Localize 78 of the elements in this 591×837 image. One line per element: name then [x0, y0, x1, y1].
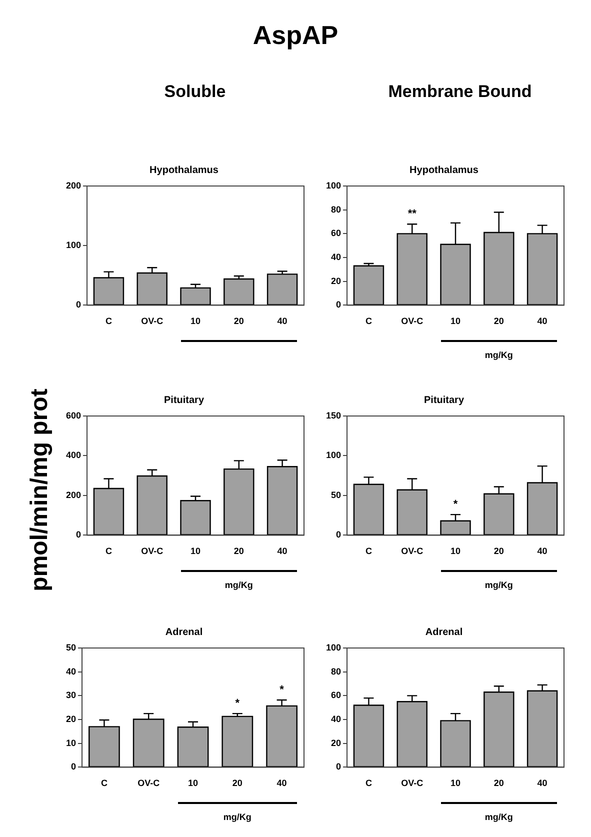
y-tick-label: 30 — [66, 690, 76, 700]
x-axis-title: mg/Kg — [484, 580, 514, 590]
x-axis-title: mg/Kg — [222, 812, 252, 822]
annotation: ** — [408, 208, 418, 220]
y-tick-label: 10 — [66, 738, 76, 748]
y-tick-label: 200 — [66, 490, 82, 500]
x-tick-label: OV-C — [401, 316, 424, 326]
y-tick-label: 40 — [331, 252, 342, 262]
y-tick-label: 20 — [66, 714, 76, 724]
annotation: * — [235, 698, 240, 710]
y-tick-label: 40 — [66, 666, 76, 676]
x-tick-label: OV-C — [401, 778, 424, 788]
y-tick-label: 20 — [331, 276, 342, 286]
y-tick-label: 0 — [70, 762, 76, 772]
text: Soluble — [163, 82, 227, 102]
x-tick-label: OV-C — [141, 546, 164, 556]
chart-title: Hypothalamus — [150, 164, 219, 176]
text: Membrane Bound — [387, 82, 533, 102]
x-tick-label: C — [105, 316, 112, 326]
x-axis-title: mg/Kg — [224, 580, 254, 590]
x-tick-label: 20 — [494, 316, 504, 326]
x-tick-label: C — [100, 778, 108, 788]
x-tick-label: C — [365, 316, 372, 326]
x-tick-label: 40 — [537, 778, 548, 788]
text: pmol/min/mg prot — [26, 388, 54, 594]
chart-title: Adrenal — [425, 626, 463, 638]
x-tick-label: 40 — [537, 316, 548, 326]
x-tick-label: 10 — [190, 316, 201, 326]
y-tick-label: 150 — [326, 410, 342, 420]
y-tick-label: 100 — [326, 642, 342, 652]
x-tick-label: 10 — [188, 778, 198, 788]
x-tick-label: OV-C — [401, 546, 424, 556]
chart-title: Pituitary — [424, 394, 464, 406]
x-tick-label: 20 — [494, 778, 504, 788]
y-tick-label: 0 — [336, 530, 342, 540]
x-tick-label: C — [105, 546, 112, 556]
chart-title: Adrenal — [165, 626, 203, 638]
y-tick-label: 0 — [76, 530, 82, 540]
y-tick-label: 60 — [331, 228, 342, 238]
x-tick-label: 20 — [234, 546, 244, 556]
x-tick-label: 40 — [277, 546, 288, 556]
x-tick-label: 10 — [450, 316, 461, 326]
y-tick-label: 0 — [336, 762, 342, 772]
x-tick-label: 20 — [494, 546, 504, 556]
x-axis-title: mg/Kg — [484, 350, 514, 360]
y-tick-label: 0 — [76, 300, 82, 310]
x-axis-title: mg/Kg — [484, 812, 514, 822]
x-tick-label: 20 — [234, 316, 244, 326]
y-tick-label: 100 — [66, 240, 82, 250]
y-tick-label: 400 — [66, 450, 82, 460]
x-tick-label: 40 — [537, 546, 548, 556]
y-tick-label: 60 — [331, 690, 342, 700]
chart-title: Pituitary — [164, 394, 204, 406]
y-tick-label: 20 — [331, 738, 342, 748]
x-tick-label: C — [365, 546, 372, 556]
x-tick-label: C — [365, 778, 372, 788]
chart-title: Hypothalamus — [410, 164, 479, 176]
x-tick-label: 10 — [450, 778, 461, 788]
y-tick-label: 100 — [326, 180, 342, 190]
x-tick-label: 10 — [450, 546, 461, 556]
x-tick-label: 20 — [232, 778, 242, 788]
y-tick-label: 80 — [331, 204, 342, 214]
annotation: * — [453, 498, 458, 511]
y-tick-label: 50 — [331, 490, 342, 500]
y-tick-label: 600 — [66, 410, 82, 420]
y-tick-label: 200 — [66, 180, 82, 190]
y-tick-label: 80 — [331, 666, 342, 676]
x-tick-label: 10 — [190, 546, 201, 556]
y-tick-label: 40 — [331, 714, 342, 724]
x-tick-label: 40 — [277, 316, 288, 326]
annotation: * — [280, 684, 285, 696]
x-tick-label: OV-C — [138, 778, 160, 788]
y-tick-label: 0 — [336, 300, 342, 310]
text: AspAP — [252, 20, 340, 51]
y-tick-label: 100 — [326, 450, 342, 460]
x-tick-label: OV-C — [141, 316, 164, 326]
y-tick-label: 50 — [66, 642, 76, 652]
x-tick-label: 40 — [276, 778, 287, 788]
